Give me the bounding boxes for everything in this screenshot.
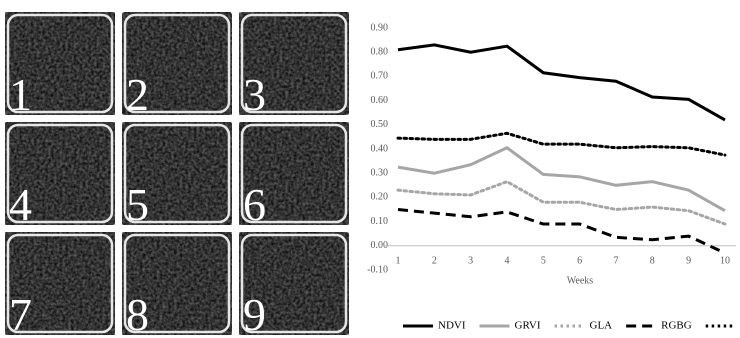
- photo-texture: [122, 232, 232, 335]
- y-tick-label: 0.10: [371, 216, 389, 227]
- y-tick-label: 0.90: [371, 22, 389, 33]
- photo-texture: [5, 122, 115, 225]
- photo-frame: [240, 13, 348, 114]
- photo-frame: [240, 123, 348, 224]
- x-tick-label: 2: [432, 255, 437, 266]
- x-tick-label: 4: [504, 255, 509, 266]
- series-line: [396, 131, 727, 157]
- y-tick-label: 0.00: [371, 240, 389, 251]
- photo-frame: [123, 13, 231, 114]
- photo-grid: 1 2 3 4 5 6 7 8 9: [5, 12, 349, 338]
- series-line: [396, 180, 727, 226]
- y-tick-label: 0.60: [371, 95, 389, 106]
- x-tick-label: 1: [396, 255, 401, 266]
- x-tick-label: 7: [613, 255, 618, 266]
- legend-label: NDVI: [438, 320, 466, 332]
- series-line: [397, 43, 726, 122]
- x-tick-label: 8: [650, 255, 655, 266]
- photo-texture: [239, 232, 349, 335]
- legend-label: RGBG: [661, 320, 692, 332]
- photo-frame: [6, 13, 114, 114]
- photo-number: 9: [243, 289, 266, 338]
- y-tick-label: 0.70: [371, 71, 389, 82]
- x-tick-label: 5: [541, 255, 546, 266]
- photo-texture: [239, 12, 349, 115]
- photo-number: 2: [126, 69, 149, 120]
- photo-frame: [6, 123, 114, 224]
- legend-label: GRVI: [515, 320, 541, 332]
- photo-frame: [6, 233, 114, 334]
- y-tick-label: 0.80: [371, 46, 389, 57]
- photo-number: 3: [243, 69, 266, 120]
- photo-number: 6: [243, 179, 266, 230]
- photo-texture: [5, 232, 115, 335]
- series-line: [397, 146, 726, 213]
- legend-label: GLA: [590, 320, 613, 332]
- photo-frame: [240, 233, 348, 334]
- photo-texture: [122, 122, 232, 225]
- photo-number: 1: [9, 69, 32, 120]
- photo-frame: [123, 233, 231, 334]
- photo-number: 4: [9, 179, 32, 230]
- y-tick-label: 0.50: [371, 119, 389, 130]
- photo-texture: [239, 122, 349, 225]
- photo-texture: [122, 12, 232, 115]
- series-line: [397, 208, 726, 255]
- y-tick-label: 0.30: [371, 167, 389, 178]
- photo-texture: [5, 12, 115, 115]
- y-tick-label: 0.20: [371, 192, 389, 203]
- photo-number: 7: [9, 289, 32, 338]
- x-tick-label: 3: [468, 255, 473, 266]
- y-tick-label: 0.40: [371, 143, 389, 154]
- photo-frame: [123, 123, 231, 224]
- x-tick-label: 9: [686, 255, 691, 266]
- photo-number: 8: [126, 289, 149, 338]
- y-tick-label: -0.10: [367, 264, 388, 275]
- x-tick-label: 6: [577, 255, 582, 266]
- x-tick-label: 10: [720, 255, 730, 266]
- photo-number: 5: [126, 179, 149, 230]
- x-axis-label: Weeks: [567, 275, 594, 286]
